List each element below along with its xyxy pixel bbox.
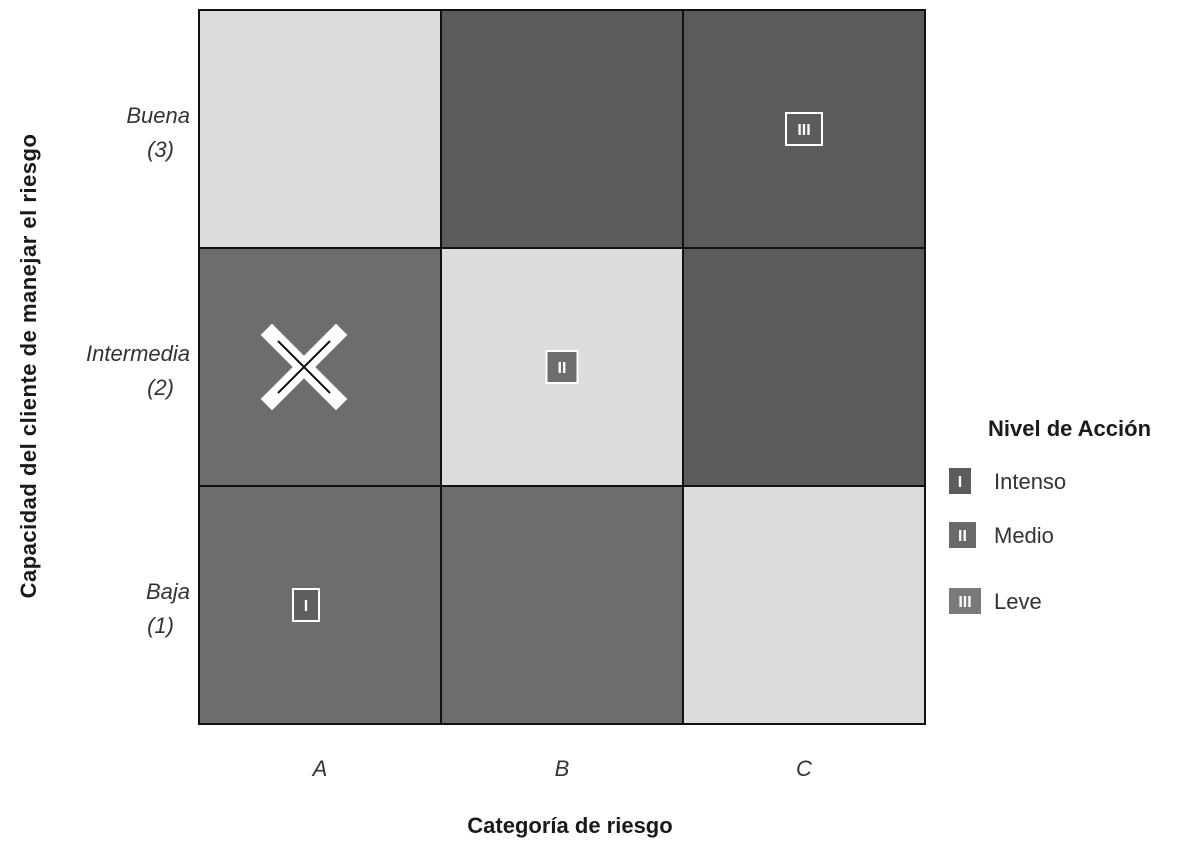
- matrix-markers: [260, 323, 348, 411]
- x-tick-label-c: C: [796, 756, 812, 781]
- x-tick-label-a: A: [311, 756, 328, 781]
- y-axis-ticks: Buena (3) Intermedia (2) Baja (1): [86, 103, 190, 638]
- legend-swatch-symbol: II: [958, 528, 967, 545]
- level-badge-i: [292, 588, 320, 622]
- legend-swatch-leve: [947, 586, 983, 616]
- x-axis-ticks: A B C: [311, 756, 812, 781]
- y-tick-value-buena: (3): [147, 137, 174, 162]
- legend: Nivel de Acción I Intenso II Medio III Leve: [947, 416, 1151, 616]
- legend-swatch-medio: [947, 520, 978, 550]
- matrix-cells: [198, 9, 926, 725]
- x-tick-label-b: B: [555, 756, 570, 781]
- y-tick-label-intermedia: Intermedia: [86, 341, 190, 366]
- level-badge-iii: [785, 112, 823, 146]
- legend-swatch-intenso: [947, 466, 973, 496]
- legend-swatch-symbol: III: [958, 594, 971, 611]
- y-tick-value-baja: (1): [147, 613, 174, 638]
- matrix-cell-b-baja: [440, 485, 684, 725]
- matrix-cell-a-intermedia: [198, 247, 442, 487]
- level-badge-ii: [545, 350, 579, 384]
- y-tick-label-baja: Baja: [146, 579, 190, 604]
- matrix-cell-a-buena: [198, 9, 442, 249]
- y-tick-label-buena: Buena: [126, 103, 190, 128]
- x-axis-title: Categoría de riesgo: [467, 813, 672, 838]
- matrix-cell-c-baja: [682, 485, 926, 725]
- level-badge-label: II: [558, 360, 567, 377]
- legend-label-intenso: Intenso: [994, 469, 1066, 494]
- legend-label-leve: Leve: [994, 589, 1042, 614]
- matrix-cell-b-buena: [440, 9, 684, 249]
- position-marker-x-outline: [277, 340, 331, 394]
- legend-swatch-symbol: I: [958, 474, 962, 491]
- legend-title: Nivel de Acción: [988, 416, 1151, 441]
- y-tick-value-intermedia: (2): [147, 375, 174, 400]
- matrix-cell-c-intermedia: [682, 247, 926, 487]
- y-axis-title: Capacidad del cliente de manejar el ries…: [16, 134, 41, 599]
- legend-label-medio: Medio: [994, 523, 1054, 548]
- level-badge-label: I: [304, 598, 308, 615]
- level-badge-label: III: [797, 122, 810, 139]
